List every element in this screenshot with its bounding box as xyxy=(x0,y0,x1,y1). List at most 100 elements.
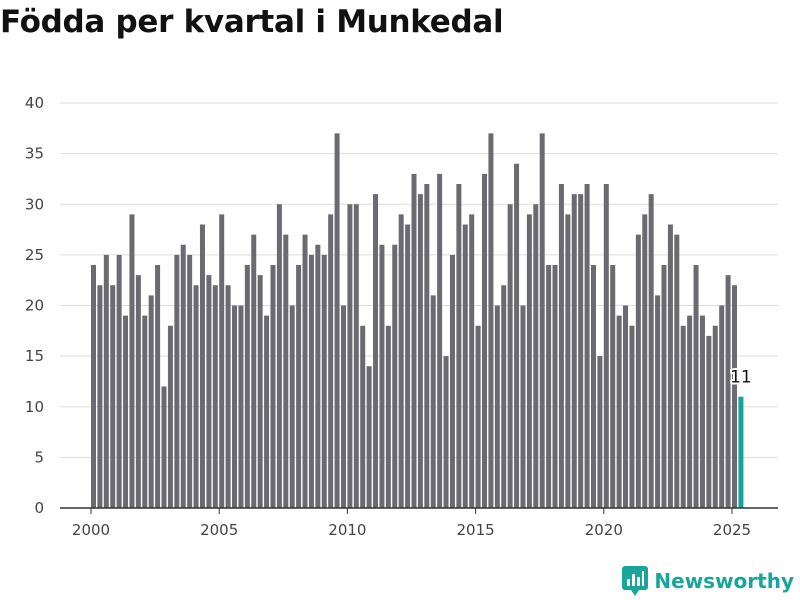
bar xyxy=(135,275,141,509)
bar xyxy=(129,214,135,509)
bar xyxy=(732,285,737,508)
bar xyxy=(251,234,257,509)
x-tick-label: 2020 xyxy=(585,521,623,539)
bar xyxy=(533,204,539,508)
y-tick-label: 20 xyxy=(25,297,44,315)
bar xyxy=(347,204,353,508)
bar xyxy=(232,305,238,508)
bar xyxy=(469,214,475,509)
bar xyxy=(225,285,231,508)
bar xyxy=(623,305,629,508)
bar xyxy=(328,214,334,509)
bar xyxy=(244,265,250,508)
bar xyxy=(199,224,205,508)
bar xyxy=(360,325,366,508)
bar xyxy=(148,295,154,509)
bar xyxy=(482,173,488,509)
bar xyxy=(270,265,276,508)
bar xyxy=(507,204,513,508)
bar xyxy=(661,265,667,508)
bar xyxy=(667,224,673,508)
chart-title: Födda per kvartal i Munkedal xyxy=(0,4,504,40)
bar xyxy=(405,224,411,508)
bar xyxy=(642,214,648,509)
bar xyxy=(719,305,725,508)
bar xyxy=(366,366,372,508)
bar xyxy=(289,305,295,508)
bars xyxy=(91,133,744,509)
bar xyxy=(565,214,571,509)
bar xyxy=(693,265,699,508)
bar xyxy=(302,234,308,509)
bar xyxy=(616,315,622,509)
bar xyxy=(187,254,193,509)
bar xyxy=(539,133,545,509)
bar xyxy=(546,265,552,508)
y-tick-label: 5 xyxy=(34,448,44,466)
bar xyxy=(501,285,507,508)
bar xyxy=(417,194,423,509)
y-tick-label: 0 xyxy=(34,499,44,517)
bar xyxy=(571,194,577,509)
bar xyxy=(584,184,590,508)
bar xyxy=(725,275,731,509)
bar xyxy=(161,386,167,508)
bar xyxy=(212,285,218,508)
x-tick-label: 2000 xyxy=(72,521,110,539)
bar xyxy=(142,315,148,509)
bar xyxy=(526,214,532,509)
bar xyxy=(91,265,96,508)
bar xyxy=(174,254,180,509)
bar xyxy=(167,325,173,508)
bar xyxy=(340,305,346,508)
bar xyxy=(193,285,199,508)
bar xyxy=(674,234,680,509)
bar xyxy=(552,265,558,508)
bar xyxy=(680,325,686,508)
bar xyxy=(449,254,455,509)
bar xyxy=(103,254,109,509)
newsworthy-logo-icon xyxy=(622,566,649,596)
bar xyxy=(155,265,161,508)
bar xyxy=(443,356,449,509)
bar xyxy=(590,265,596,508)
bar xyxy=(334,133,340,509)
bar xyxy=(398,214,404,509)
y-axis-ticks: 0 5 10 15 20 25 30 35 40 xyxy=(25,94,44,517)
y-tick-label: 10 xyxy=(25,398,44,416)
bar xyxy=(687,315,693,509)
bar xyxy=(180,244,186,508)
bar xyxy=(578,194,584,509)
bar xyxy=(308,254,314,509)
y-tick-label: 40 xyxy=(25,94,44,112)
bar xyxy=(488,133,494,509)
bar xyxy=(206,275,212,509)
bar xyxy=(385,325,391,508)
x-tick-label: 2005 xyxy=(200,521,238,539)
bar xyxy=(116,254,122,509)
bar xyxy=(520,305,526,508)
bar xyxy=(706,335,712,509)
bar xyxy=(353,204,359,508)
y-tick-label: 15 xyxy=(25,347,44,365)
brand: Newsworthy xyxy=(622,566,794,596)
bar xyxy=(437,173,443,509)
bar xyxy=(603,184,609,508)
brand-name: Newsworthy xyxy=(654,569,794,593)
bar-highlight xyxy=(738,396,744,509)
bar xyxy=(475,325,481,508)
x-tick-label: 2025 xyxy=(713,521,751,539)
bar xyxy=(648,194,654,509)
bar xyxy=(110,285,116,508)
last-value-label: 11 xyxy=(730,368,752,388)
bar xyxy=(276,204,282,508)
x-tick-label: 2010 xyxy=(328,521,366,539)
bar xyxy=(462,224,468,508)
bar xyxy=(655,295,661,509)
bar xyxy=(699,315,705,509)
bar xyxy=(712,325,718,508)
bar xyxy=(456,184,462,508)
bar xyxy=(424,184,430,508)
bar xyxy=(514,163,520,508)
bar xyxy=(494,305,500,508)
